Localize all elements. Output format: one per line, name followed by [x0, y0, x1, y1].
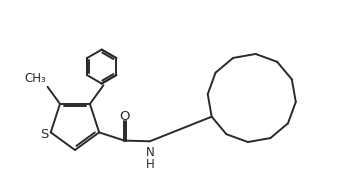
Text: N
H: N H [146, 146, 155, 171]
Text: O: O [119, 110, 130, 123]
Text: CH₃: CH₃ [24, 72, 46, 85]
Text: S: S [40, 128, 49, 141]
